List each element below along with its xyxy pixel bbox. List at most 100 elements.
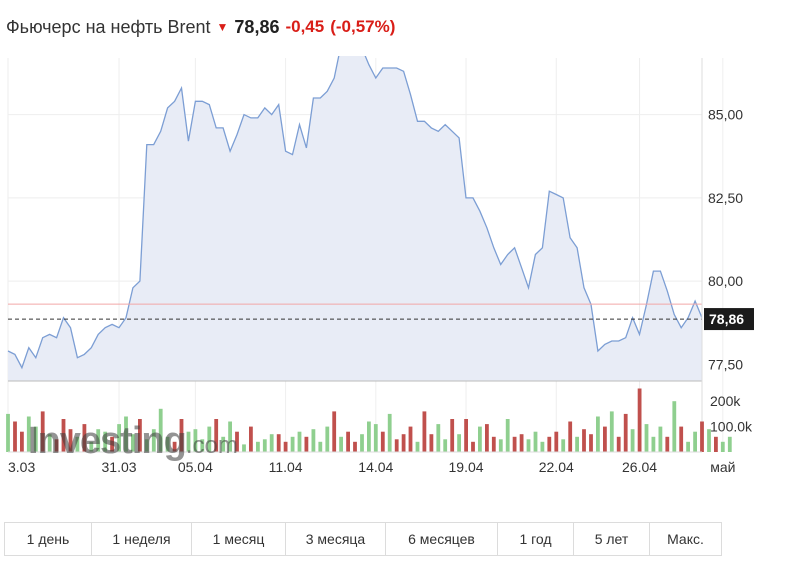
- price-chart[interactable]: 85,00 82,50 80,00 77,50 78,86 200k 100.0k 3.03 3…: [0, 56, 800, 476]
- volume-bar: [339, 436, 343, 452]
- period-button[interactable]: 3 месяца: [285, 523, 385, 555]
- volume-bar: [103, 431, 108, 452]
- volume-bar: [297, 431, 302, 452]
- volume-bar: [33, 426, 38, 452]
- period-button[interactable]: Макс.: [649, 523, 721, 555]
- volume-bar: [464, 419, 468, 452]
- x-tick-label: 3.03: [8, 459, 35, 475]
- volume-bar: [235, 431, 239, 452]
- volume-bar: [491, 436, 496, 452]
- volume-bar: [436, 424, 441, 452]
- volume-bar: [429, 434, 434, 452]
- volume-bar: [26, 416, 31, 452]
- volume-bar: [651, 436, 656, 452]
- volume-bar: [214, 419, 219, 452]
- volume-bar: [519, 434, 524, 452]
- volume-bar: [471, 441, 475, 452]
- period-button[interactable]: 1 месяц: [191, 523, 285, 555]
- x-tick-label: 05.04: [178, 459, 213, 475]
- volume-bar: [401, 434, 406, 452]
- volume-bar: [186, 431, 191, 452]
- volume-bar: [179, 419, 184, 452]
- volume-bar: [623, 413, 628, 452]
- volume-bar: [637, 388, 642, 452]
- volume-bar: [193, 429, 198, 452]
- volume-bar: [110, 436, 114, 452]
- period-button[interactable]: 5 лет: [573, 523, 649, 555]
- volume-bar: [485, 424, 489, 452]
- volume-bar: [644, 424, 649, 452]
- volume-bar: [221, 436, 226, 452]
- volume-bar: [165, 436, 170, 452]
- volume-bar: [242, 444, 246, 452]
- period-button[interactable]: 1 год: [497, 523, 573, 555]
- volume-bar: [138, 419, 142, 452]
- period-button[interactable]: 1 день: [26, 531, 70, 547]
- x-tick-label: 26.04: [622, 459, 657, 475]
- x-tick-label: 19.04: [449, 459, 484, 475]
- volume-bar: [380, 431, 385, 452]
- volume-bar: [408, 426, 413, 452]
- volume-bar: [256, 441, 260, 452]
- period-button[interactable]: 6 месяцев: [385, 523, 497, 555]
- volume-bar: [568, 421, 573, 452]
- last-price-badge-label: 78,86: [709, 311, 744, 327]
- volume-bar: [582, 429, 586, 452]
- instrument-title: Фьючерс на нефть Brent: [6, 16, 211, 37]
- y-tick-label: 77,50: [708, 356, 743, 372]
- volume-bar: [720, 441, 725, 452]
- x-tick-label: 14.04: [358, 459, 393, 475]
- volume-bar: [20, 431, 24, 452]
- volume-bar: [144, 439, 149, 452]
- volume-bar: [707, 429, 711, 452]
- volume-bar: [82, 424, 87, 452]
- volume-bar: [505, 419, 510, 452]
- volume-bar: [561, 439, 566, 452]
- volume-bar: [40, 411, 45, 452]
- volume-bar: [117, 424, 121, 452]
- volume-bar: [172, 441, 177, 452]
- volume-bar: [686, 441, 690, 452]
- volume-bar: [304, 436, 309, 452]
- x-tick-label: май: [710, 459, 735, 475]
- volume-bar: [54, 439, 59, 452]
- volume-bar: [394, 439, 399, 452]
- volume-bar: [616, 436, 621, 452]
- volume-bar: [589, 434, 593, 452]
- period-button[interactable]: 1 неделя: [91, 523, 191, 555]
- volume-bar: [207, 426, 212, 452]
- volume-bar: [96, 429, 101, 452]
- volume-bar: [714, 436, 718, 452]
- y-tick-label: 80,00: [708, 273, 743, 289]
- volume-bar: [228, 421, 232, 452]
- volume-bar: [609, 411, 614, 452]
- volume-bar: [6, 413, 10, 452]
- volume-bar: [547, 436, 552, 452]
- volume-bar: [540, 441, 545, 452]
- volume-bar: [443, 439, 448, 452]
- volume-bar: [693, 431, 697, 452]
- volume-bar: [89, 441, 94, 452]
- volume-bar: [290, 436, 295, 452]
- volume-bar: [47, 434, 52, 452]
- volume-bar: [151, 429, 156, 452]
- volume-bar: [124, 416, 128, 452]
- volume-bar: [158, 408, 163, 452]
- volume-bar: [498, 439, 503, 452]
- volume-bar: [387, 413, 392, 452]
- volume-bar: [200, 439, 205, 452]
- volume-bar: [658, 426, 663, 452]
- volume-bar: [269, 434, 274, 452]
- volume-bar: [533, 431, 538, 452]
- volume-bar: [325, 426, 330, 452]
- last-price: 78,86: [234, 16, 280, 37]
- y-tick-label: 82,50: [708, 190, 743, 206]
- instrument-header: Фьючерс на нефть Brent ▼ 78,86 -0,45 (-0…: [6, 14, 395, 40]
- volume-bar: [131, 434, 135, 452]
- volume-bar: [318, 441, 323, 452]
- volume-bar: [311, 429, 316, 452]
- watermark-logo: Investing.com: [28, 420, 238, 462]
- volume-bar: [61, 419, 66, 452]
- x-tick-label: 31.03: [102, 459, 137, 475]
- volume-bar: [526, 439, 531, 452]
